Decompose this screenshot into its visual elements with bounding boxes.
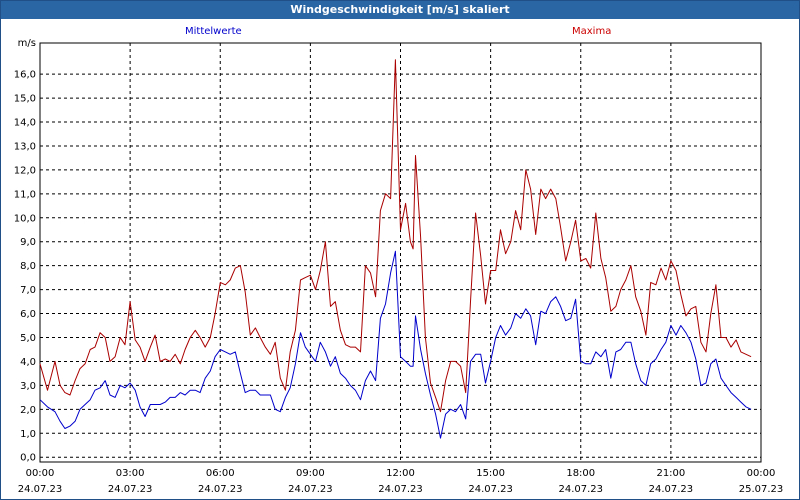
x-tick-time: 00:00 <box>26 468 55 479</box>
x-tick-date: 24.07.23 <box>649 484 694 495</box>
x-tick-date: 24.07.23 <box>468 484 513 495</box>
y-tick-label: 5,0 <box>20 333 36 344</box>
y-tick-label: 1,0 <box>20 429 36 440</box>
y-tick-label: 14,0 <box>14 118 36 129</box>
y-tick-label: 8,0 <box>20 261 36 272</box>
legend-mittelwerte: Mittelwerte <box>185 26 242 37</box>
x-tick-date: 24.07.23 <box>198 484 243 495</box>
y-tick-label: 16,0 <box>14 70 36 81</box>
y-tick-label: 11,0 <box>14 189 36 200</box>
y-tick-label: 15,0 <box>14 94 36 105</box>
legend-maxima: Maxima <box>572 26 612 37</box>
x-tick-date: 25.07.23 <box>739 484 784 495</box>
y-tick-label: 3,0 <box>20 381 36 392</box>
y-tick-label: 10,0 <box>14 213 36 224</box>
x-tick-date: 24.07.23 <box>18 484 63 495</box>
chart-title-bar: Windgeschwindigkeit [m/s] skaliert <box>1 1 799 19</box>
series-line-maxima <box>39 59 752 413</box>
x-tick-date: 24.07.23 <box>288 484 333 495</box>
x-tick-time: 00:00 <box>747 468 776 479</box>
x-tick-time: 12:00 <box>386 468 415 479</box>
y-tick-label: 9,0 <box>20 237 36 248</box>
x-tick-time: 21:00 <box>656 468 685 479</box>
y-tick-label: 12,0 <box>14 165 36 176</box>
y-tick-label: 13,0 <box>14 141 36 152</box>
x-tick-time: 09:00 <box>296 468 325 479</box>
x-tick-time: 03:00 <box>116 468 145 479</box>
y-tick-label: 0,0 <box>20 453 36 464</box>
series-line-mittelwerte <box>39 250 752 439</box>
y-tick-label: 4,0 <box>20 357 36 368</box>
y-tick-label: 2,0 <box>20 405 36 416</box>
x-tick-time: 18:00 <box>566 468 595 479</box>
x-tick-date: 24.07.23 <box>378 484 423 495</box>
y-axis-unit: m/s <box>18 38 36 49</box>
x-tick-date: 24.07.23 <box>108 484 153 495</box>
x-tick-time: 06:00 <box>206 468 235 479</box>
y-tick-label: 6,0 <box>20 309 36 320</box>
x-tick-date: 24.07.23 <box>558 484 603 495</box>
y-tick-label: 7,0 <box>20 285 36 296</box>
x-tick-time: 15:00 <box>476 468 505 479</box>
